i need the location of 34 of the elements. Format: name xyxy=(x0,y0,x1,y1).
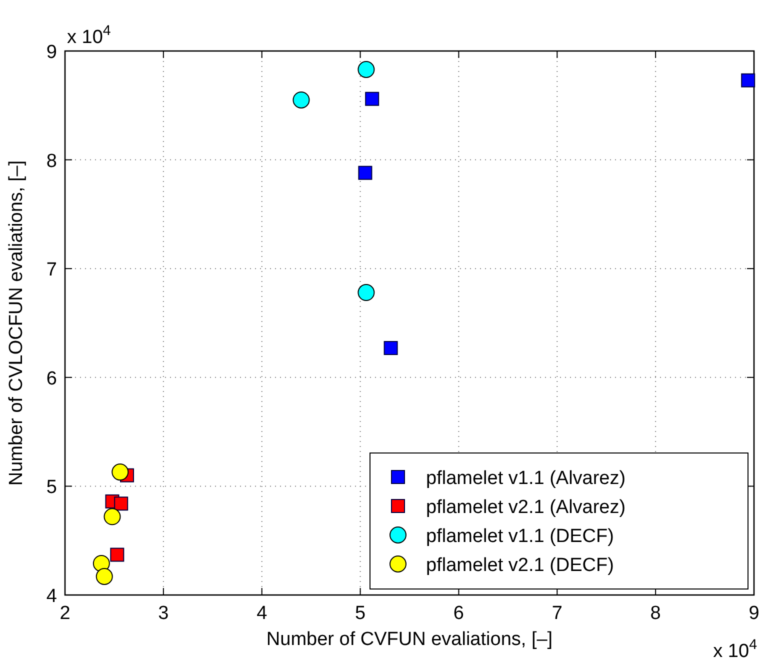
y-tick-label: 8 xyxy=(46,150,57,172)
point xyxy=(292,91,310,108)
point xyxy=(358,284,375,302)
x-tick-label: 3 xyxy=(158,603,169,624)
point xyxy=(112,464,129,481)
y-tick-label: 4 xyxy=(46,586,58,607)
legend-label: pflamelet v2.1 (Alvarez) xyxy=(426,497,626,518)
point xyxy=(384,341,398,356)
x-tick-label: 5 xyxy=(354,603,366,624)
point xyxy=(110,548,124,562)
x-tick-label: 4 xyxy=(256,603,268,624)
y-tick-label: 7 xyxy=(46,260,57,281)
point xyxy=(365,92,380,106)
x-axis-title: Number of CVFUN evaliations, [–] xyxy=(266,629,553,650)
text: x 10$^{4}$ xyxy=(713,637,758,662)
point xyxy=(741,73,756,88)
legend-label: pflamelet v1.1 (Alvarez) xyxy=(426,468,626,489)
legend-label: pflamelet v1.1 (DECF) xyxy=(426,526,614,547)
legend-label: pflamelet v2.1 (DECF) xyxy=(426,555,614,576)
y-tick-label: 5 xyxy=(46,477,57,498)
x-tick-label: 8 xyxy=(650,603,661,624)
y-axis-title: Number of CVLOCFUN evaliations, [–] xyxy=(6,160,27,486)
x-tick-label: 7 xyxy=(552,603,562,624)
point xyxy=(114,496,128,511)
point xyxy=(358,60,375,78)
x-tick-label: 6 xyxy=(453,603,464,624)
text: x 10$^{4}$ xyxy=(67,23,111,48)
y-tick-label: 6 xyxy=(46,368,57,390)
x-tick-label: 2 xyxy=(60,603,70,624)
point xyxy=(358,166,372,180)
point xyxy=(96,568,113,586)
y-tick-label: 9 xyxy=(46,42,57,63)
point xyxy=(104,508,121,526)
x-tick-label: 9 xyxy=(748,603,760,624)
